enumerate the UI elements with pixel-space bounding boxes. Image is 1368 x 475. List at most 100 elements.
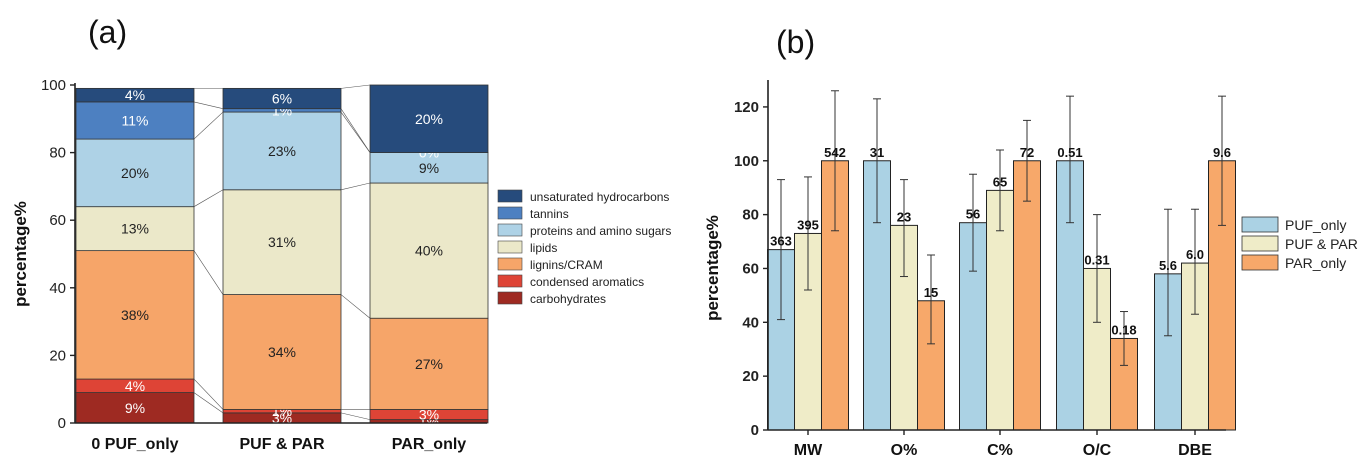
legend-swatch-lipids bbox=[497, 240, 523, 254]
legend-label: PAR_only bbox=[1285, 255, 1346, 271]
value-label: 395 bbox=[797, 217, 819, 232]
legend-swatch-lignins-cram bbox=[497, 257, 523, 271]
legend-label: unsaturated hydrocarbons bbox=[530, 190, 669, 204]
connector-line bbox=[340, 182, 371, 191]
y-tick-label: 40 bbox=[49, 280, 66, 297]
y-axis-title: percentage% bbox=[11, 201, 30, 307]
value-label: 56 bbox=[966, 207, 980, 222]
connector-line bbox=[193, 378, 224, 410]
segment-label: 13% bbox=[121, 221, 149, 237]
y-tick-label: 120 bbox=[734, 99, 759, 116]
legend-label: proteins and amino sugars bbox=[530, 224, 671, 238]
stacked-bar-chart: 9%4%38%13%20%11%4%3%1%34%31%23%1%6%1%3%2… bbox=[11, 77, 671, 453]
connector-line bbox=[193, 111, 224, 140]
bar-par-only-c bbox=[1013, 160, 1041, 431]
legend-swatch-condensed-aromatics bbox=[497, 274, 523, 288]
y-tick-label: 100 bbox=[41, 77, 66, 94]
y-tick-label: 0 bbox=[58, 415, 66, 432]
segment-label: 34% bbox=[268, 344, 296, 360]
segment-label: 31% bbox=[268, 234, 296, 250]
segment-label: 27% bbox=[415, 356, 443, 372]
value-label: 9.6 bbox=[1213, 145, 1231, 160]
segment-label: 40% bbox=[415, 243, 443, 259]
y-tick-label: 60 bbox=[49, 212, 66, 229]
x-category-label: PAR_only bbox=[392, 436, 466, 453]
connector-line bbox=[340, 294, 371, 319]
legend-label: lipids bbox=[530, 241, 557, 255]
segment-lignins-cram-3 bbox=[369, 317, 489, 410]
value-label: 72 bbox=[1020, 145, 1034, 160]
segment-lipids-3 bbox=[369, 182, 489, 319]
value-label: 0.51 bbox=[1057, 145, 1082, 160]
value-label: 542 bbox=[824, 145, 846, 160]
segment-label: 11% bbox=[122, 112, 149, 128]
legend-label: tannins bbox=[530, 207, 569, 221]
connector-line bbox=[340, 84, 371, 89]
legend-label: PUF_only bbox=[1285, 217, 1346, 233]
y-tick-label: 20 bbox=[49, 347, 66, 364]
legend-label: carbohydrates bbox=[530, 292, 606, 306]
segment-unsaturated-hydrocarbons-2 bbox=[222, 87, 342, 110]
legend-swatch-puf-only bbox=[1241, 216, 1279, 233]
segment-label: 23% bbox=[268, 143, 296, 159]
connector-line bbox=[340, 412, 371, 420]
legend-label: condensed aromatics bbox=[530, 275, 644, 289]
segment-label: 9% bbox=[419, 160, 439, 176]
x-category-label: MW bbox=[794, 442, 823, 459]
legend-swatch-tannins bbox=[497, 206, 523, 220]
legend-swatch-proteins-and-amino-sugars bbox=[497, 223, 523, 237]
segment-lignins-cram-2 bbox=[222, 294, 342, 410]
segment-unsaturated-hydrocarbons-1 bbox=[75, 87, 195, 103]
y-tick-label: 40 bbox=[742, 314, 759, 331]
y-tick-label: 20 bbox=[742, 368, 759, 385]
value-label: 6.0 bbox=[1186, 247, 1204, 262]
y-axis-title: percentage% bbox=[703, 215, 722, 321]
x-category-label: O/C bbox=[1083, 442, 1112, 459]
x-category-label: 0 PUF_only bbox=[91, 436, 178, 453]
segment-proteins-and-amino-sugars-2 bbox=[222, 111, 342, 191]
x-category-label: O% bbox=[891, 442, 918, 459]
segment-label: 4% bbox=[125, 87, 145, 103]
x-category-label: DBE bbox=[1178, 442, 1212, 459]
connector-line bbox=[340, 111, 371, 153]
legend-swatch-unsaturated-hydrocarbons bbox=[497, 189, 523, 203]
segment-label: 38% bbox=[121, 307, 149, 323]
x-category-label: PUF & PAR bbox=[239, 436, 324, 453]
value-label: 65 bbox=[993, 174, 1007, 189]
panel-b-label: (b) bbox=[776, 24, 816, 60]
connector-line bbox=[193, 392, 224, 414]
segment-label: 6% bbox=[272, 91, 292, 107]
segment-tannins-1 bbox=[75, 101, 195, 140]
y-tick-label: 80 bbox=[742, 207, 759, 224]
value-label: 0.18 bbox=[1111, 322, 1136, 337]
value-label: 0.31 bbox=[1084, 252, 1109, 267]
segment-label: 3% bbox=[419, 407, 439, 423]
segment-label: 9% bbox=[125, 400, 145, 416]
legend-swatch-par-only bbox=[1241, 254, 1279, 271]
value-label: 363 bbox=[770, 234, 792, 249]
panel-a-label: (a) bbox=[88, 14, 128, 50]
y-tick-label: 100 bbox=[734, 153, 759, 170]
legend-label: PUF & PAR bbox=[1285, 236, 1358, 252]
connector-line bbox=[193, 101, 224, 109]
y-tick-label: 0 bbox=[751, 422, 759, 439]
legend-swatch-carbohydrates bbox=[497, 291, 523, 305]
legend-label: lignins/CRAM bbox=[530, 258, 603, 272]
value-label: 23 bbox=[897, 209, 911, 224]
segment-lignins-cram-1 bbox=[75, 250, 195, 380]
value-label: 15 bbox=[924, 285, 938, 300]
segment-label: 20% bbox=[121, 165, 149, 181]
segment-lipids-2 bbox=[222, 189, 342, 295]
x-category-label: C% bbox=[987, 442, 1013, 459]
connector-line bbox=[193, 189, 224, 207]
connector-line bbox=[193, 250, 224, 295]
segment-label: 4% bbox=[125, 378, 145, 394]
value-label: 5.6 bbox=[1159, 258, 1177, 273]
connector-line bbox=[340, 108, 371, 153]
y-tick-label: 60 bbox=[742, 260, 759, 277]
bar-puf-only-dbe bbox=[1154, 273, 1182, 431]
segment-label: 3% bbox=[272, 410, 292, 426]
segment-label: 20% bbox=[415, 111, 443, 127]
segment-unsaturated-hydrocarbons-3 bbox=[369, 84, 489, 153]
